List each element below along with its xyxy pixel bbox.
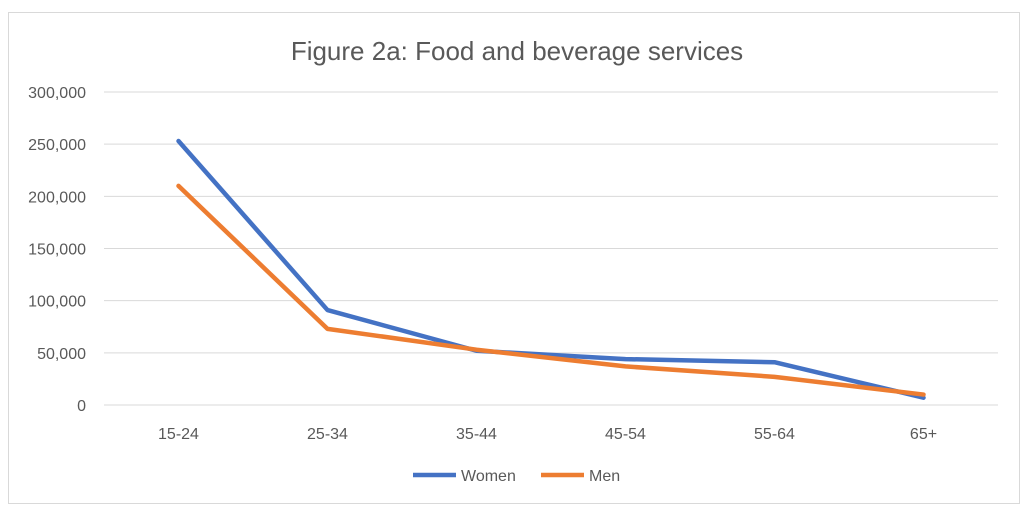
x-tick-label: 55-64 <box>754 426 795 443</box>
series-lines <box>176 138 926 400</box>
y-tick-label: 200,000 <box>28 189 86 206</box>
series-line-men <box>176 183 926 397</box>
y-tick-label: 250,000 <box>28 137 86 154</box>
x-axis-ticks: 15-24 25-34 35-44 45-54 55-64 65+ <box>158 426 937 443</box>
series-line-women <box>176 138 926 400</box>
gridlines <box>104 91 998 406</box>
y-tick-label: 300,000 <box>28 85 86 102</box>
chart-title: Figure 2a: Food and beverage services <box>291 36 743 66</box>
x-tick-label: 35-44 <box>456 426 497 443</box>
legend: Women Men <box>413 468 620 485</box>
legend-label: Women <box>461 468 516 485</box>
x-tick-label: 15-24 <box>158 426 199 443</box>
chart-frame <box>8 12 1020 504</box>
y-axis-ticks: 0 50,000 100,000 150,000 200,000 250,000 300,0… <box>28 85 86 415</box>
y-tick-label: 100,000 <box>28 294 86 311</box>
legend-label: Men <box>589 468 620 485</box>
y-tick-label: 50,000 <box>37 346 86 363</box>
y-tick-label: 150,000 <box>28 242 86 259</box>
x-tick-label: 25-34 <box>307 426 348 443</box>
x-tick-label: 65+ <box>910 426 937 443</box>
y-tick-label: 0 <box>77 398 86 415</box>
x-tick-label: 45-54 <box>605 426 646 443</box>
